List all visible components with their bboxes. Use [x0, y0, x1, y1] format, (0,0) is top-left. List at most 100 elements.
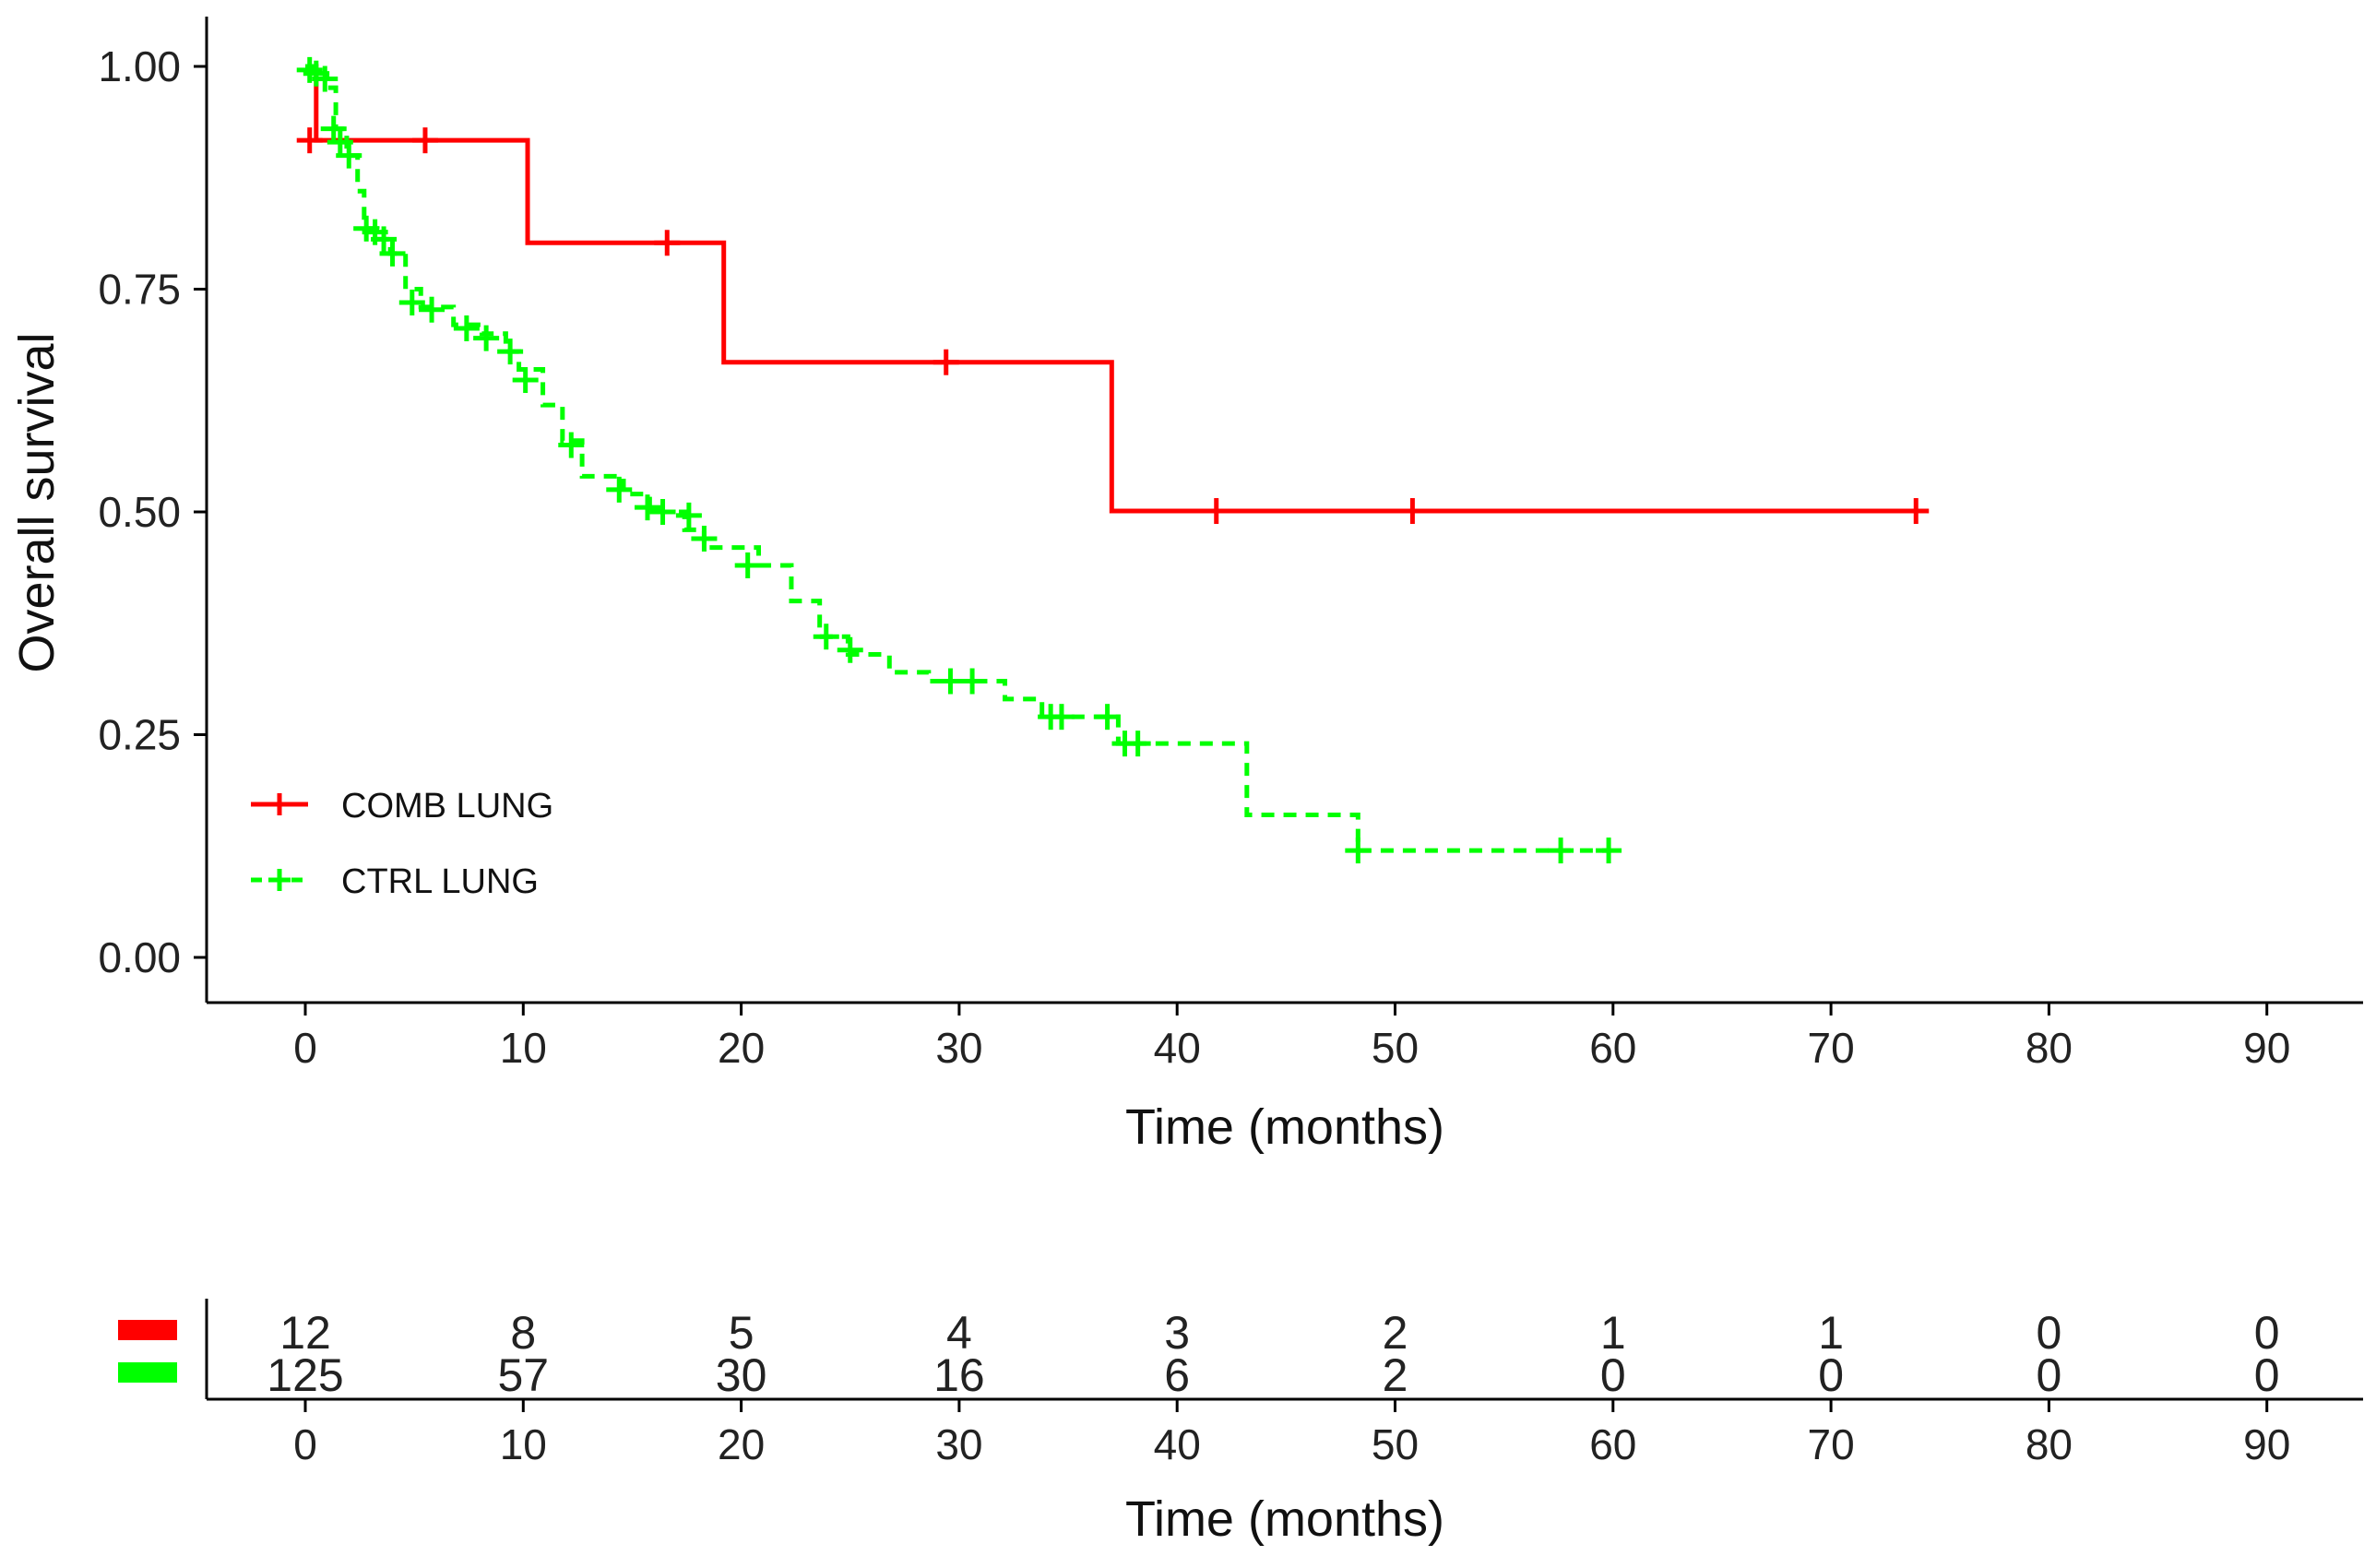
risk-value: 0 [2036, 1307, 2061, 1359]
risk-value: 57 [497, 1349, 549, 1401]
risk-x-tick-label: 60 [1589, 1420, 1636, 1468]
censor-mark [654, 230, 681, 256]
censor-mark [1124, 731, 1151, 757]
censor-mark [937, 668, 964, 695]
censor-mark [634, 494, 660, 521]
x-tick-label: 90 [2243, 1024, 2290, 1072]
censor-mark [411, 127, 438, 154]
censor-mark [453, 315, 480, 342]
series-ctrl-lung [296, 56, 1622, 864]
risk-x-tick-label: 30 [935, 1420, 982, 1468]
risk-value: 6 [1164, 1349, 1190, 1401]
legend-item-comb: COMB LUNG [251, 787, 553, 826]
x-tick-label: 40 [1154, 1024, 1201, 1072]
risk-x-tick-label: 40 [1154, 1420, 1201, 1468]
risk-value: 30 [716, 1349, 767, 1401]
main-plot: 0.00 0.25 0.50 0.75 1.00 0 10 20 30 40 50 60 70 80 90… [9, 17, 2363, 1155]
risk-x-tick-label: 50 [1372, 1420, 1419, 1468]
x-tick-label: 80 [2026, 1024, 2073, 1072]
x-axis-title: Time (months) [1125, 1099, 1444, 1155]
risk-value: 1 [1818, 1307, 1844, 1359]
x-tick-label: 10 [500, 1024, 547, 1072]
censor-mark [837, 636, 863, 663]
risk-value: 2 [1383, 1307, 1408, 1359]
legend-label-comb: COMB LUNG [341, 787, 553, 826]
survival-step-line [305, 64, 1610, 853]
risk-swatch-ctrl [118, 1362, 177, 1383]
censor-mark [813, 624, 839, 650]
legend-label-ctrl: CTRL LUNG [341, 862, 539, 901]
censor-mark [691, 525, 718, 552]
x-tick-label: 30 [935, 1024, 982, 1072]
risk-x-tick-label: 20 [718, 1420, 765, 1468]
censor-mark [734, 552, 761, 578]
risk-value: 0 [1600, 1349, 1626, 1401]
legend-item-ctrl: CTRL LUNG [251, 862, 539, 901]
risk-x-tick-label: 0 [293, 1420, 317, 1468]
x-tick-label: 60 [1589, 1024, 1636, 1072]
censor-mark [497, 339, 524, 365]
risk-x-tick-label: 80 [2026, 1420, 2073, 1468]
series-comb-lung [296, 64, 1930, 525]
censor-mark [379, 240, 406, 267]
censor-mark [959, 668, 986, 695]
risk-value: 125 [267, 1349, 343, 1401]
risk-swatch-comb [118, 1320, 177, 1340]
risk-value: 0 [2254, 1349, 2280, 1401]
risk-value: 5 [729, 1307, 754, 1359]
x-tick-label: 50 [1372, 1024, 1419, 1072]
censor-mark [1203, 498, 1230, 525]
censor-mark [398, 289, 425, 315]
x-tick-label: 20 [718, 1024, 765, 1072]
censor-mark [1596, 837, 1622, 864]
censor-mark [371, 226, 398, 253]
censor-mark [1048, 704, 1075, 731]
censor-mark [512, 367, 539, 394]
risk-value: 12 [279, 1307, 331, 1359]
censor-mark [675, 502, 702, 529]
risk-x-tick-label: 10 [500, 1420, 547, 1468]
risk-x-axis-title: Time (months) [1125, 1491, 1444, 1547]
risk-value: 16 [933, 1349, 985, 1401]
x-tick-label: 70 [1808, 1024, 1855, 1072]
censor-mark [1548, 837, 1574, 864]
censor-mark [320, 115, 347, 142]
survival-curves [296, 56, 1930, 864]
censor-mark [558, 432, 585, 458]
x-tick-label: 0 [293, 1024, 317, 1072]
y-tick-label: 0.00 [98, 933, 181, 981]
y-tick-label: 0.25 [98, 711, 181, 759]
risk-x-tick-label: 90 [2243, 1420, 2290, 1468]
risk-x-tick-label: 70 [1808, 1420, 1855, 1468]
y-axis-title: Overall survival [9, 332, 65, 672]
risk-x-axis-ticks: 0 10 20 30 40 50 60 70 80 90 [293, 1399, 2290, 1468]
y-tick-label: 0.75 [98, 266, 181, 314]
censor-mark [649, 499, 676, 525]
y-tick-label: 1.00 [98, 42, 181, 90]
censor-mark [419, 296, 446, 323]
censor-mark [933, 349, 959, 375]
risk-value: 0 [2036, 1349, 2061, 1401]
censor-mark [336, 142, 362, 169]
risk-value: 3 [1164, 1307, 1190, 1359]
y-tick-label: 0.50 [98, 488, 181, 536]
censor-mark [327, 129, 353, 156]
censor-mark [1903, 498, 1930, 525]
censor-mark [1399, 498, 1426, 525]
censor-mark [1345, 837, 1372, 864]
survival-step-line [305, 64, 1917, 514]
legend: COMB LUNG CTRL LUNG [251, 787, 553, 901]
censor-mark [312, 65, 339, 92]
risk-value: 4 [946, 1307, 972, 1359]
risk-value: 8 [510, 1307, 536, 1359]
censor-mark [606, 476, 633, 503]
risk-value: 0 [2254, 1307, 2280, 1359]
y-axis-ticks: 0.00 0.25 0.50 0.75 1.00 [98, 42, 207, 981]
risk-value: 1 [1600, 1307, 1626, 1359]
x-axis-ticks: 0 10 20 30 40 50 60 70 80 90 [293, 1003, 2290, 1072]
risk-value: 2 [1383, 1349, 1408, 1401]
censor-mark [296, 127, 323, 154]
